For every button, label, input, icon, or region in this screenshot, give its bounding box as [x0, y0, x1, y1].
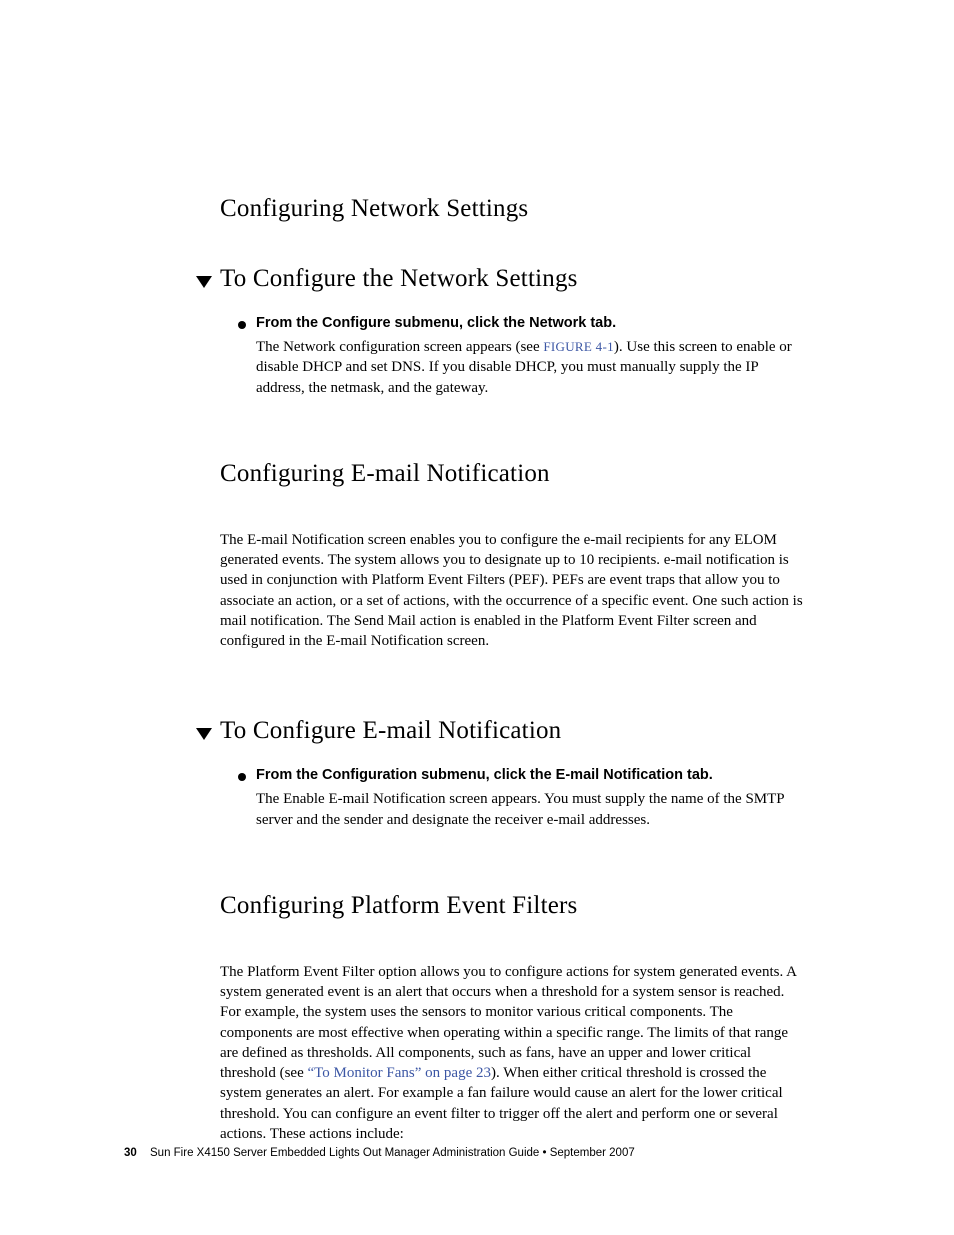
triangle-down-icon — [196, 276, 212, 288]
heading-config-email: Configuring E-mail Notification — [220, 460, 804, 488]
heading-config-network: Configuring Network Settings — [220, 195, 804, 223]
document-page: Configuring Network Settings To Configur… — [0, 0, 954, 1235]
step-lead-text: From the Configure submenu, click the Ne… — [256, 315, 616, 331]
triangle-down-icon — [196, 728, 212, 740]
subheading-to-configure-email: To Configure E-mail Notification — [220, 717, 561, 745]
step-body: The Network configuration screen appears… — [256, 337, 804, 398]
bullet-row: From the Configure submenu, click the Ne… — [240, 315, 804, 331]
bullet-row: From the Configuration submenu, click th… — [240, 767, 804, 783]
figure-reference-link[interactable]: FIGURE 4-1 — [543, 339, 614, 354]
step-block: From the Configure submenu, click the Ne… — [240, 315, 804, 398]
body-text-pre: The Network configuration screen appears… — [256, 339, 543, 355]
step-lead-text: From the Configuration submenu, click th… — [256, 767, 713, 783]
subheading-row: To Configure the Network Settings — [196, 265, 804, 293]
bullet-disc-icon — [238, 773, 246, 781]
bullet-disc-icon — [238, 321, 246, 329]
step-body: The Enable E-mail Notification screen ap… — [256, 789, 804, 830]
cross-reference-link[interactable]: “To Monitor Fans” on page 23 — [307, 1065, 491, 1081]
para-text-pre: The Platform Event Filter option allows … — [220, 964, 796, 1081]
footer-text: Sun Fire X4150 Server Embedded Lights Ou… — [150, 1147, 635, 1159]
pef-description-paragraph: The Platform Event Filter option allows … — [220, 962, 804, 1144]
page-number: 30 — [124, 1147, 137, 1159]
email-description-paragraph: The E-mail Notification screen enables y… — [220, 530, 804, 652]
subheading-to-configure-network: To Configure the Network Settings — [220, 265, 578, 293]
subheading-row: To Configure E-mail Notification — [196, 717, 804, 745]
page-footer: 30 Sun Fire X4150 Server Embedded Lights… — [124, 1147, 635, 1159]
step-block: From the Configuration submenu, click th… — [240, 767, 804, 830]
heading-config-pef: Configuring Platform Event Filters — [220, 892, 804, 920]
